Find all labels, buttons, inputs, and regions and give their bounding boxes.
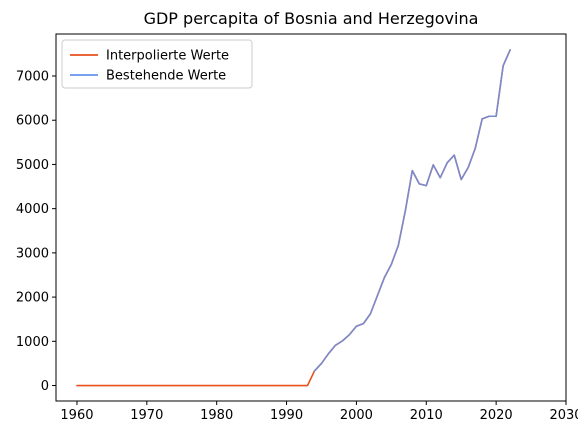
y-tick-label: 0 [41, 379, 49, 394]
x-tick-label: 2000 [340, 408, 373, 423]
y-tick-label: 1000 [16, 335, 49, 350]
legend: Interpolierte Werte Bestehende Werte [61, 39, 253, 89]
chart-title: GDP percapita of Bosnia and Herzegovina [144, 9, 479, 28]
y-tick-label: 6000 [16, 114, 49, 129]
y-tick-label: 4000 [16, 202, 49, 217]
legend-entry-label: Bestehende Werte [106, 69, 226, 84]
x-tick-label: 1960 [60, 408, 93, 423]
y-tick-label: 5000 [16, 158, 49, 173]
series-line-1 [76, 49, 511, 387]
legend-box [61, 39, 253, 89]
x-tick-label: 1970 [130, 408, 163, 423]
plot-area-frame [55, 33, 567, 402]
x-tick-label: 1990 [270, 408, 303, 423]
x-tick-label: 2020 [480, 408, 513, 423]
series-line-2 [313, 49, 511, 372]
x-tick-label: 2010 [410, 408, 443, 423]
y-tick-label: 7000 [16, 70, 49, 85]
y-tick-label: 3000 [16, 246, 49, 261]
x-tick-label: 1980 [200, 408, 233, 423]
legend-entry-label: Interpolierte Werte [106, 49, 229, 64]
y-tick-label: 2000 [16, 291, 49, 306]
